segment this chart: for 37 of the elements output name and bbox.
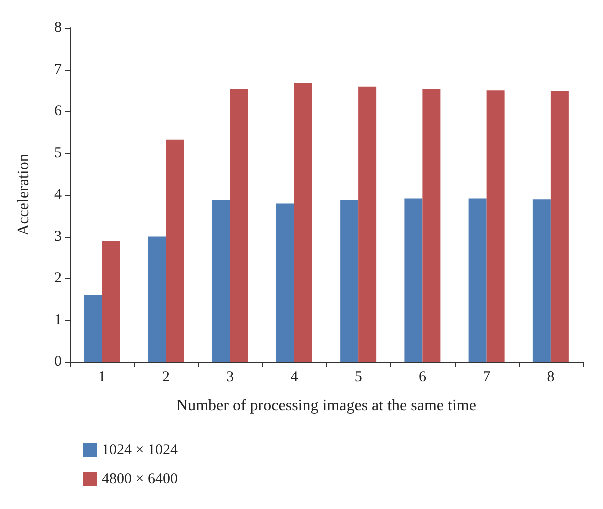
y-tick-label: 2	[54, 270, 62, 286]
y-tick-label: 3	[54, 228, 62, 245]
y-tick-label: 7	[54, 62, 62, 78]
y-tick-label: 6	[54, 104, 62, 120]
bar	[422, 89, 441, 362]
legend-label: 1024 × 1024	[102, 442, 178, 458]
bar	[84, 295, 102, 362]
y-tick-label: 0	[54, 354, 62, 370]
x-axis-title: Number of processing images at the same time	[176, 398, 476, 414]
bar	[532, 200, 551, 362]
bar	[340, 200, 359, 362]
bar	[212, 200, 230, 362]
bar	[102, 241, 120, 362]
x-tick-label: 4	[290, 370, 299, 386]
bar	[486, 90, 505, 362]
bar	[294, 83, 312, 362]
legend-label: 4800 × 6400	[102, 472, 178, 488]
bar	[230, 89, 248, 362]
x-tick-label: 8	[547, 370, 555, 386]
bar	[468, 198, 487, 362]
y-tick-label: 1	[54, 312, 62, 328]
bar	[276, 204, 294, 362]
bar	[550, 91, 569, 362]
bar	[166, 140, 184, 362]
y-tick-label: 4	[54, 187, 62, 203]
x-tick-label: 1	[98, 370, 106, 386]
x-tick-label: 3	[226, 370, 234, 386]
x-tick-label: 5	[354, 370, 362, 386]
bar	[404, 198, 423, 362]
y-axis-title: Acceleration	[16, 154, 32, 236]
x-tick-label: 2	[162, 370, 170, 386]
y-tick-label: 8	[54, 20, 62, 36]
x-tick-label: 7	[483, 370, 492, 386]
bar	[358, 86, 377, 362]
bar	[148, 236, 166, 362]
y-tick-label: 5	[54, 145, 62, 162]
x-tick-label: 6	[418, 370, 427, 386]
